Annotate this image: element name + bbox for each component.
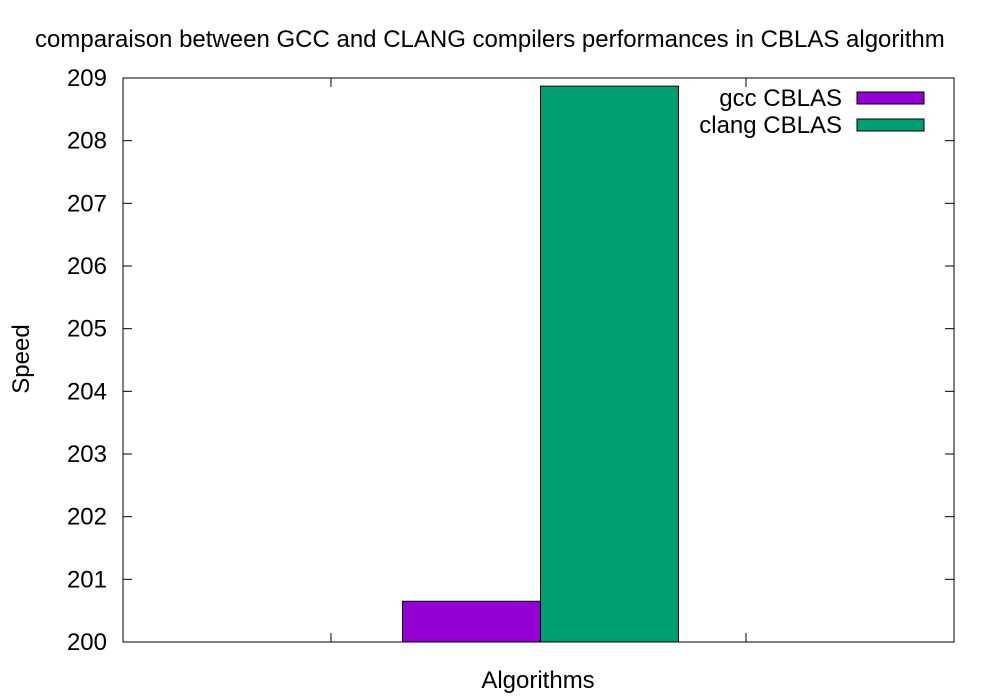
legend-label: clang CBLAS <box>699 112 842 139</box>
plot-frame <box>122 77 955 643</box>
y-tick-label: 201 <box>67 566 107 593</box>
y-tick-label: 203 <box>67 441 107 468</box>
bar-clang-cblas <box>540 85 679 643</box>
y-tick-label: 202 <box>67 504 107 531</box>
legend-swatch <box>856 118 925 132</box>
x-axis-label: Algorithms <box>481 667 594 694</box>
y-tick-label: 205 <box>67 316 107 343</box>
y-tick-label: 204 <box>67 378 107 405</box>
y-tick-label: 206 <box>67 253 107 280</box>
legend-label: gcc CBLAS <box>719 85 842 112</box>
y-tick-label: 209 <box>67 65 107 92</box>
y-tick-label: 200 <box>67 629 107 656</box>
y-axis-label: Speed <box>8 324 35 393</box>
y-tick-label: 207 <box>67 190 107 217</box>
chart-title: comparaison between GCC and CLANG compil… <box>35 26 945 53</box>
bar-gcc-cblas <box>402 600 541 643</box>
y-tick-label: 208 <box>67 128 107 155</box>
legend-swatch <box>856 91 925 105</box>
